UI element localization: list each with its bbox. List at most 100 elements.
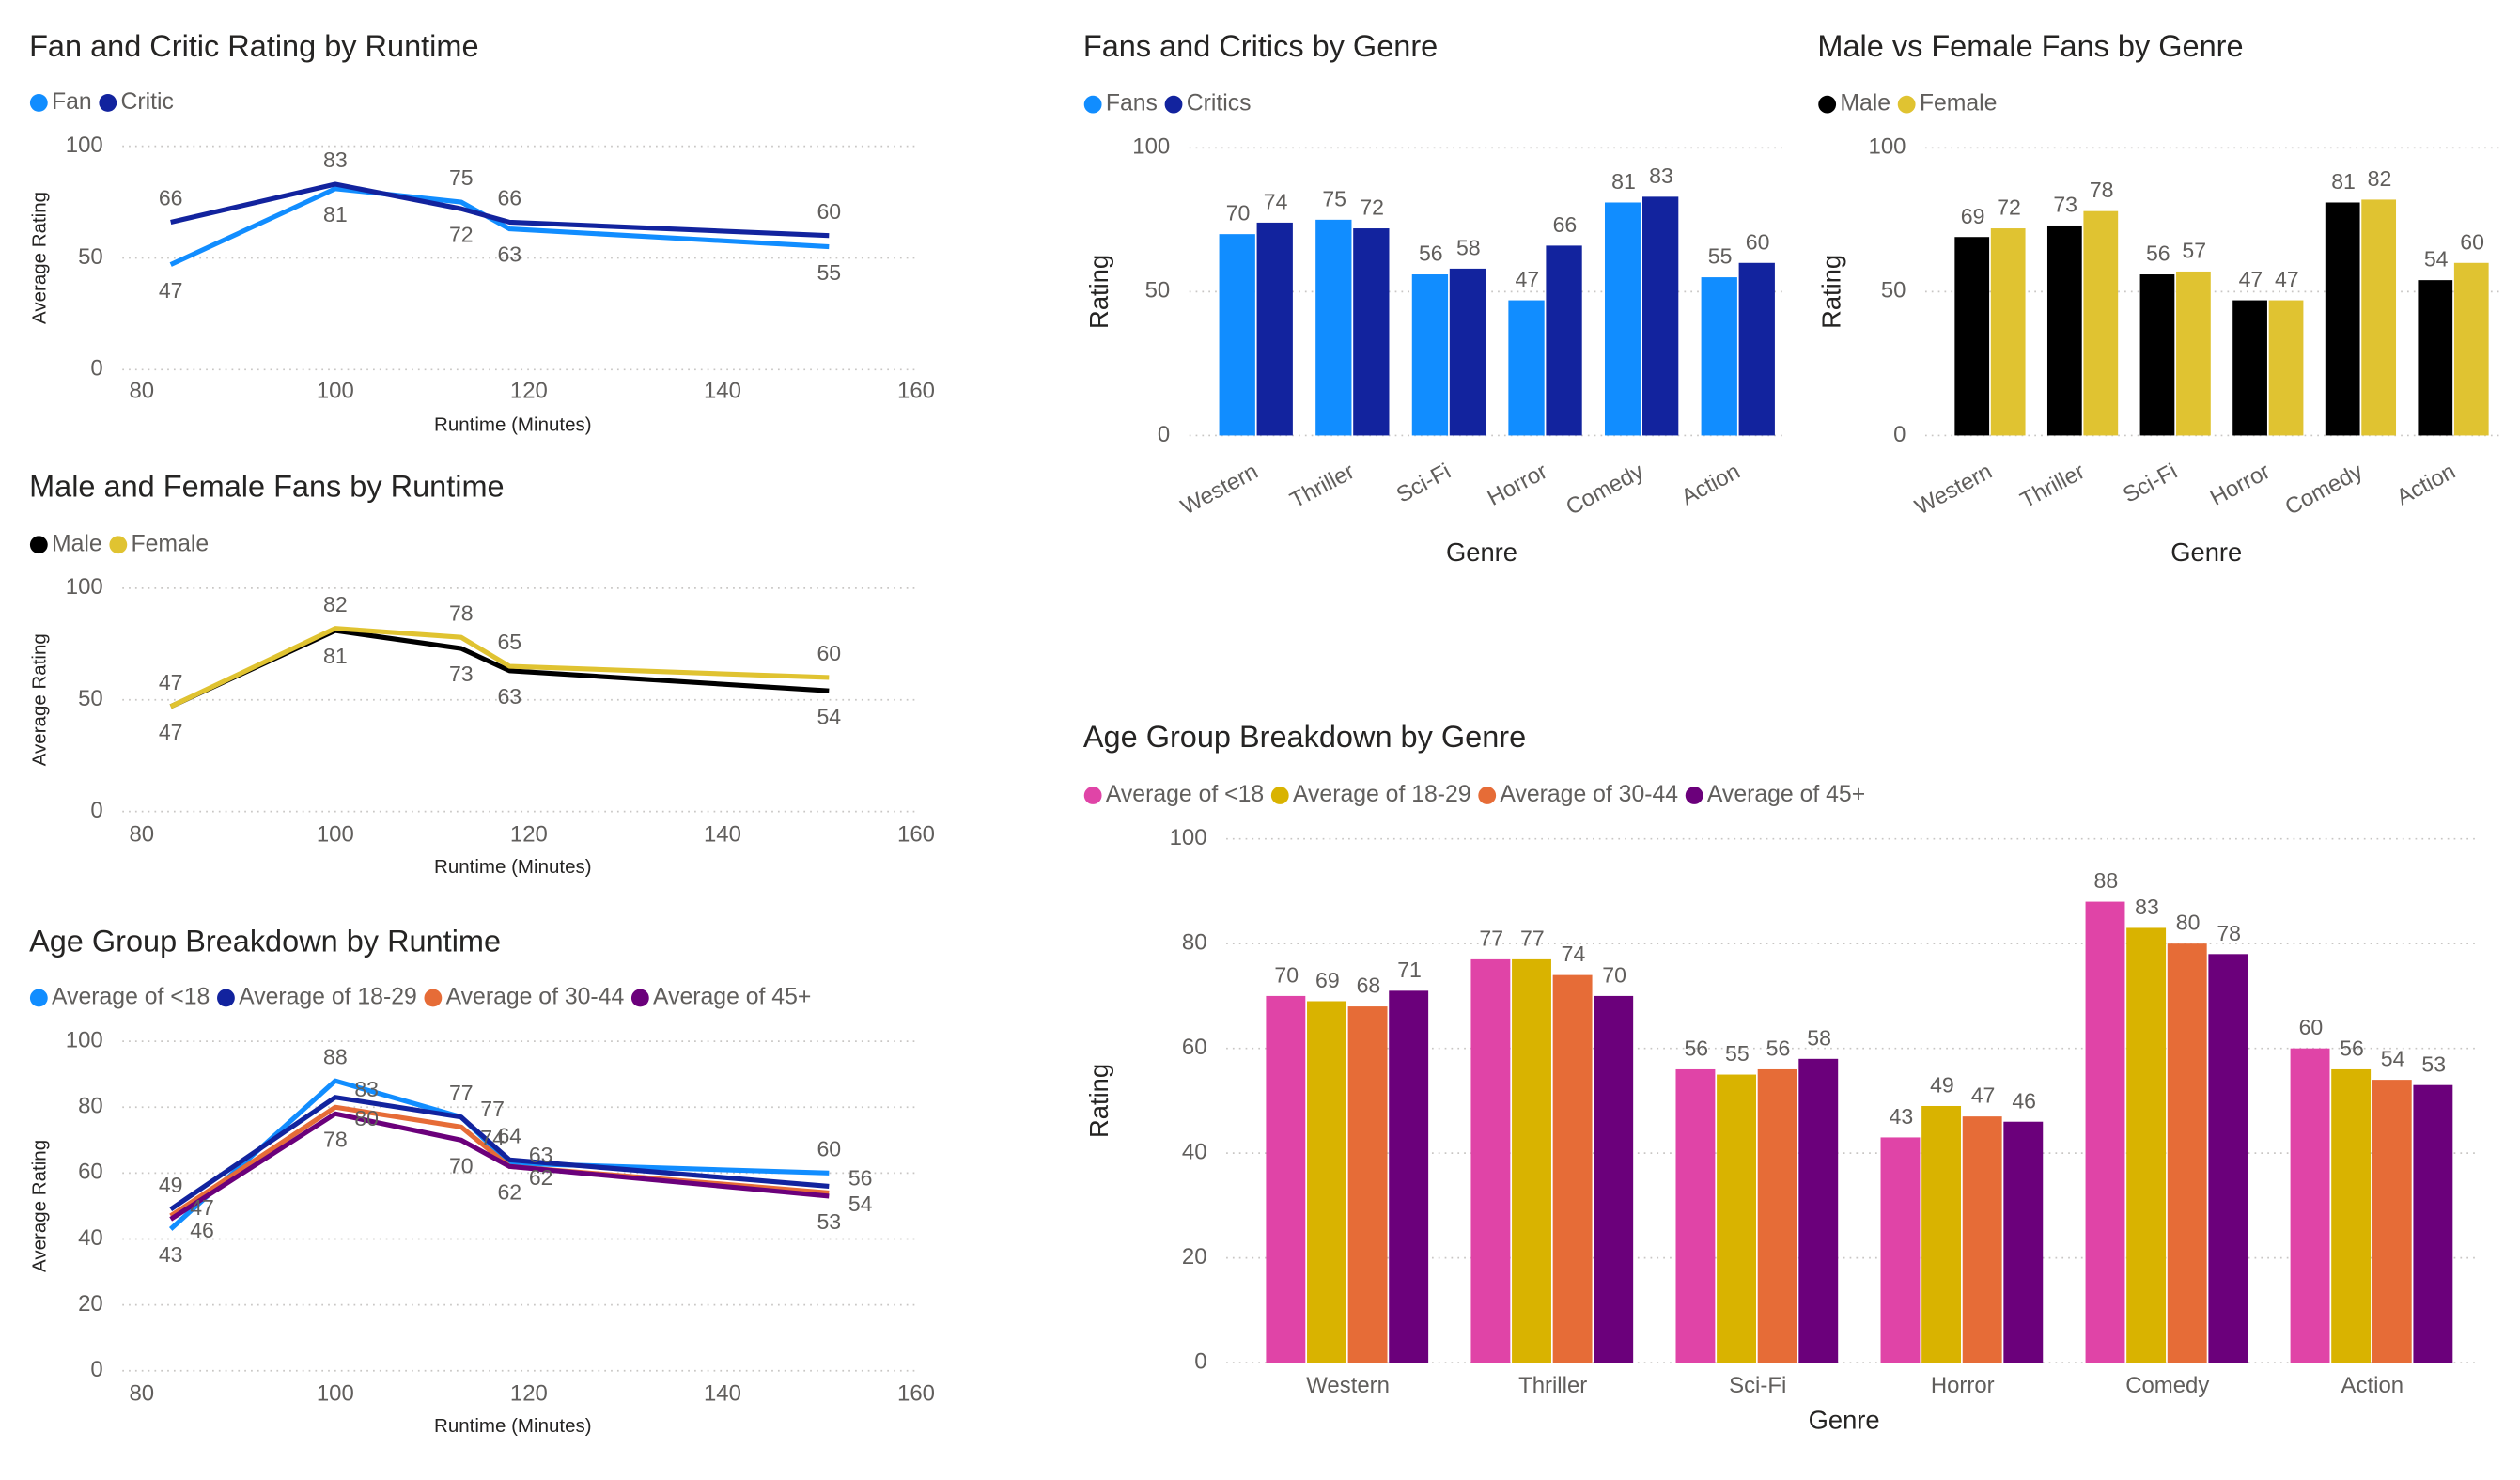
x-axis-title: Genre — [2170, 537, 2242, 567]
bar — [2453, 262, 2489, 436]
y-tick-label: 60 — [78, 1160, 103, 1185]
data-label: 74 — [1264, 189, 1288, 213]
legend-marker — [1478, 787, 1497, 804]
legend-marker — [1164, 95, 1183, 114]
data-label: 88 — [2094, 868, 2119, 893]
y-tick-label: 20 — [1182, 1244, 1207, 1270]
data-label: 71 — [1397, 958, 1422, 982]
x-tick-label: 100 — [317, 1381, 354, 1407]
data-label: 49 — [1930, 1073, 1954, 1098]
data-label: 43 — [159, 1242, 183, 1267]
data-label: 58 — [1807, 1025, 1831, 1050]
y-axis-title: Average Rating — [28, 633, 50, 766]
x-tick-label: 140 — [704, 379, 741, 404]
y-tick-label: 60 — [1182, 1035, 1207, 1060]
y-tick-label: 0 — [90, 356, 102, 382]
legend-label: Female — [1920, 91, 1998, 117]
data-label: 70 — [449, 1153, 474, 1177]
data-label: 78 — [323, 1127, 348, 1151]
data-label: 47 — [159, 720, 183, 744]
x-tick-label: 120 — [510, 1381, 548, 1407]
data-label: 83 — [2135, 895, 2159, 919]
data-label: 78 — [2090, 178, 2114, 202]
bar — [2046, 225, 2082, 436]
legend-label: Female — [132, 531, 210, 556]
data-label: 78 — [449, 600, 474, 625]
bar — [2290, 1048, 2330, 1363]
data-label: 64 — [497, 1124, 521, 1148]
legend-label: Average of 30-44 — [446, 985, 625, 1010]
x-tick-label: 120 — [510, 379, 548, 404]
data-label: 53 — [817, 1209, 841, 1234]
x-tick-label: 100 — [317, 822, 354, 848]
legend-label: Fans — [1106, 91, 1158, 117]
legend-marker — [424, 989, 443, 1007]
legend-marker — [99, 94, 117, 112]
legend-label: Average of <18 — [52, 985, 210, 1010]
legend-label: Critics — [1187, 91, 1252, 117]
bar — [1954, 237, 1990, 436]
data-label: 77 — [480, 1097, 505, 1121]
data-label: 62 — [497, 1180, 521, 1205]
x-tick-label: 100 — [317, 379, 354, 404]
data-label: 77 — [1479, 926, 1503, 950]
bar — [1266, 995, 1306, 1363]
data-label: 60 — [2460, 229, 2484, 254]
chart-title: Fans and Critics by Genre — [1083, 29, 1438, 63]
legend-label: Fan — [52, 89, 92, 115]
x-tick-label: Thriller — [1286, 459, 1359, 513]
legend-marker — [1083, 95, 1102, 114]
data-label: 63 — [497, 684, 521, 709]
legend-marker — [29, 536, 48, 554]
bar — [1219, 234, 1255, 436]
bar — [1990, 228, 2026, 436]
x-tick-label: 80 — [129, 822, 154, 848]
bar — [1315, 219, 1352, 436]
data-label: 73 — [2053, 193, 2077, 217]
data-label: 70 — [1602, 962, 1626, 987]
legend-label: Average of 18-29 — [239, 985, 417, 1010]
x-axis-title: Runtime (Minutes) — [434, 414, 592, 436]
y-tick-label: 50 — [78, 686, 103, 711]
legend-label: Male — [52, 531, 102, 556]
data-label: 75 — [1322, 186, 1346, 210]
bar — [1717, 1074, 1756, 1363]
data-label: 72 — [449, 222, 474, 246]
x-tick-label: Comedy — [2281, 459, 2367, 521]
x-axis-title: Genre — [1809, 1406, 1880, 1435]
x-axis-title: Genre — [1446, 537, 1517, 567]
y-tick-label: 40 — [78, 1225, 103, 1251]
data-label: 70 — [1274, 962, 1299, 987]
x-axis-title: Runtime (Minutes) — [434, 856, 592, 878]
bar — [1512, 958, 1551, 1363]
bar — [2167, 943, 2207, 1363]
bar — [2176, 271, 2211, 436]
data-label: 54 — [2381, 1047, 2405, 1071]
y-tick-label: 100 — [1132, 134, 1170, 160]
data-label: 72 — [1997, 195, 2021, 220]
data-label: 83 — [354, 1077, 379, 1101]
y-axis-title: Rating — [1084, 1064, 1113, 1138]
y-tick-label: 0 — [1893, 422, 1906, 447]
data-label: 60 — [817, 199, 841, 224]
data-label: 72 — [1360, 195, 1384, 220]
legend-marker — [1270, 787, 1289, 804]
chart-title: Male and Female Fans by Runtime — [29, 469, 505, 503]
chart-title: Age Group Breakdown by Genre — [1083, 720, 1526, 754]
x-tick-label: Thriller — [2016, 459, 2089, 513]
bar — [1389, 990, 1429, 1363]
bar — [2083, 210, 2119, 436]
x-tick-label: Horror — [1484, 459, 1552, 511]
data-label: 66 — [159, 186, 183, 210]
data-label: 55 — [1725, 1041, 1750, 1066]
chart-title: Fan and Critic Rating by Runtime — [29, 29, 478, 63]
chart-title: Male vs Female Fans by Genre — [1817, 29, 2243, 63]
y-tick-label: 0 — [1194, 1348, 1206, 1374]
x-tick-label: Action — [2392, 459, 2459, 510]
data-label: 77 — [1520, 926, 1545, 950]
data-label: 55 — [1708, 244, 1733, 269]
data-label: 56 — [2146, 241, 2170, 266]
data-label: 56 — [848, 1166, 873, 1191]
